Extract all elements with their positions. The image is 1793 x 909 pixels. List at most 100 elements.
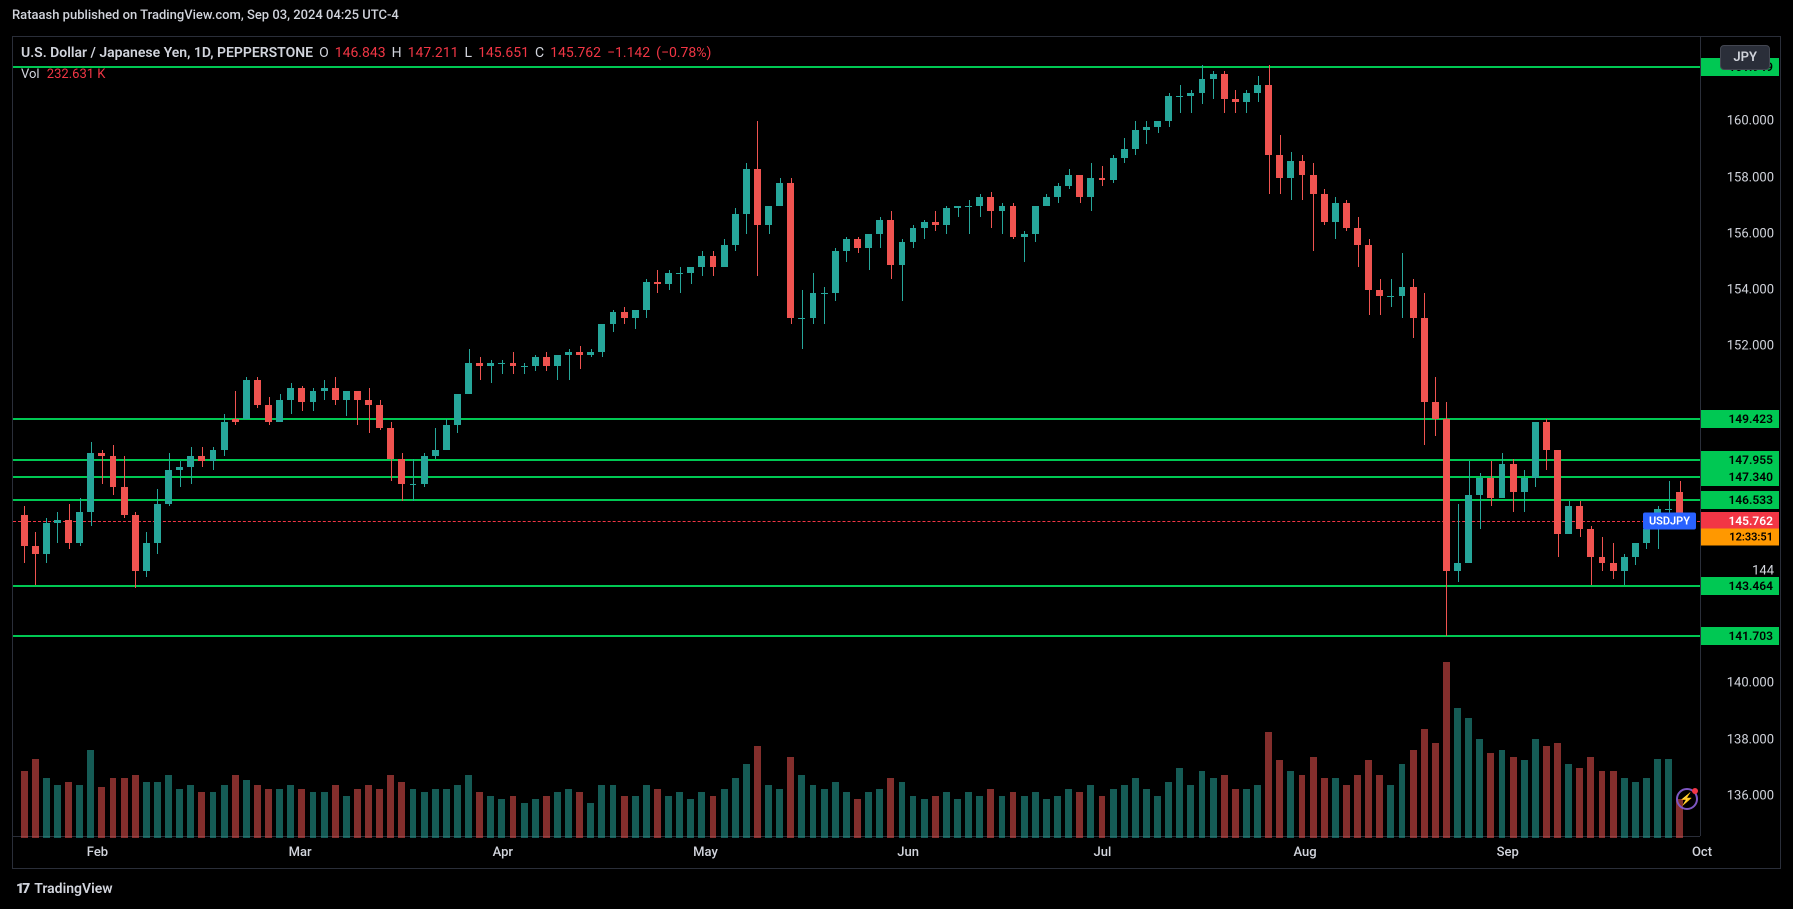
symbol-info-bar: U.S. Dollar / Japanese Yen, 1D, PEPPERST… [21, 45, 711, 61]
candle-body [198, 456, 205, 462]
volume-bar [287, 785, 294, 838]
volume-bar [465, 775, 472, 838]
volume-bar [1232, 789, 1239, 838]
candle-body [65, 520, 72, 542]
volume-bar [521, 803, 528, 838]
candle-body [754, 169, 761, 225]
volume-bar [1187, 785, 1194, 838]
volume-bar [110, 778, 117, 838]
volume-bar [810, 785, 817, 838]
volume-bar [1487, 753, 1494, 838]
candle-body [810, 293, 817, 318]
time-axis[interactable]: FebMarAprMayJunJulAugSepOct [13, 836, 1700, 868]
candle-body [1299, 161, 1306, 175]
candle-body [1332, 203, 1339, 223]
candle-body [776, 183, 783, 205]
chart-plot-area[interactable]: USDJPY [13, 37, 1700, 836]
publish-credit: Rataash published on TradingView.com, Se… [0, 0, 1793, 31]
volume-bar [687, 799, 694, 838]
volume-bar [665, 796, 672, 838]
ohlc-h-label: H [392, 45, 402, 61]
currency-badge[interactable]: JPY [1720, 45, 1770, 70]
candle-body [1176, 96, 1183, 97]
candle-body [1665, 509, 1672, 510]
volume-bar [1454, 708, 1461, 838]
symbol-price-badge: USDJPY [1643, 513, 1696, 530]
volume-bar [787, 757, 794, 838]
volume-bar [221, 785, 228, 838]
volume-bar [1643, 778, 1650, 838]
candle-body [1132, 130, 1139, 150]
time-tick: Jul [1094, 845, 1112, 860]
candle-body [1599, 557, 1606, 563]
volume-bar [776, 789, 783, 838]
volume-bar [454, 785, 461, 838]
volume-bar [1332, 778, 1339, 838]
volume-bar [1354, 775, 1361, 838]
candle-wick [1180, 85, 1181, 113]
price-line-label: 147.955 [1701, 451, 1779, 469]
volume-bar [1621, 778, 1628, 838]
volume-bar [1176, 768, 1183, 838]
candle-body [1610, 563, 1617, 571]
volume-bar [310, 792, 317, 838]
candle-body [1432, 402, 1439, 419]
candle-body [1054, 186, 1061, 197]
candle-body [421, 456, 428, 484]
volume-bar [1499, 750, 1506, 838]
volume-bar [976, 796, 983, 838]
candle-body [265, 405, 272, 422]
snapshot-icon[interactable] [1676, 788, 1698, 810]
candle-body [365, 400, 372, 406]
volume-bar [1432, 743, 1439, 838]
candle-wick [1380, 279, 1381, 316]
candle-wick [35, 532, 36, 585]
volume-bar [876, 789, 883, 838]
volume-bar [1199, 771, 1206, 838]
candle-body [521, 366, 528, 367]
volume-bar [1521, 760, 1528, 838]
candle-wick [1235, 90, 1236, 112]
volume-bar [1510, 757, 1517, 838]
candle-body [865, 234, 872, 248]
vol-value: 232.631 K [47, 67, 106, 82]
volume-bar [1587, 757, 1594, 838]
volume-bar [1076, 792, 1083, 838]
candle-body [1287, 161, 1294, 178]
price-tick: 154.000 [1727, 282, 1774, 297]
time-tick: Oct [1692, 845, 1712, 860]
volume-info: Vol 232.631 K [21, 67, 105, 82]
candle-body [398, 459, 405, 484]
support-resistance-line[interactable] [13, 66, 1700, 68]
price-line-label: 141.703 [1701, 627, 1779, 645]
symbol-name[interactable]: U.S. Dollar / Japanese Yen, 1D, PEPPERST… [21, 45, 313, 61]
candle-body [454, 394, 461, 425]
volume-bar [254, 785, 261, 838]
ohlc-l-label: L [465, 45, 473, 61]
candle-body [832, 251, 839, 293]
candle-body [565, 352, 572, 355]
candle-body [1243, 93, 1250, 101]
volume-bar [587, 803, 594, 838]
volume-bar [1143, 789, 1150, 838]
time-tick: May [693, 845, 718, 860]
vol-label: Vol [21, 67, 40, 82]
volume-bar [1299, 775, 1306, 838]
candle-body [1576, 506, 1583, 528]
volume-bar [1476, 739, 1483, 838]
volume-bar [410, 789, 417, 838]
candle-body [854, 239, 861, 247]
volume-bar [1543, 746, 1550, 838]
candle-body [1199, 79, 1206, 93]
candle-body [910, 228, 917, 242]
candle-body [276, 400, 283, 422]
candle-body [1154, 121, 1161, 127]
price-axis[interactable]: 160.000158.000156.000154.000152.000140.0… [1700, 37, 1780, 836]
candle-body [1099, 178, 1106, 181]
tradingview-logo[interactable]: 17 TradingView [16, 881, 113, 897]
price-line-label: 147.340 [1701, 468, 1779, 486]
volume-bar [332, 785, 339, 838]
volume-bar [65, 782, 72, 838]
price-line-label: 149.423 [1701, 410, 1779, 428]
candle-body [943, 208, 950, 225]
